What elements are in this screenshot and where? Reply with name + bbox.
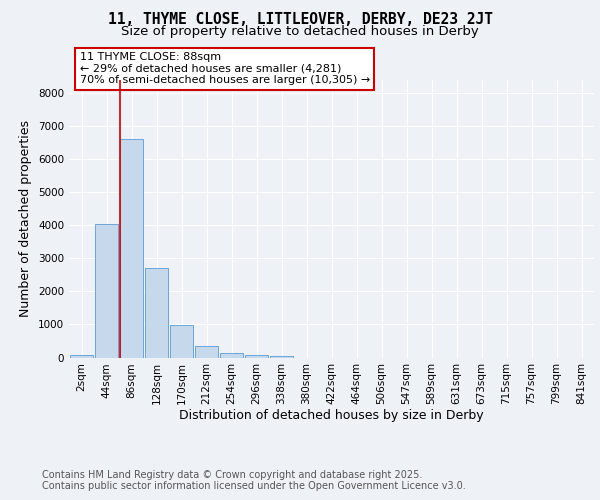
Bar [195,346,218,358]
Bar [170,326,193,358]
Bar [70,355,93,358]
Bar [95,224,118,358]
Text: Contains HM Land Registry data © Crown copyright and database right 2025.: Contains HM Land Registry data © Crown c… [42,470,422,480]
Y-axis label: Number of detached properties: Number of detached properties [19,120,32,318]
Bar [245,355,268,358]
Text: 11 THYME CLOSE: 88sqm
← 29% of detached houses are smaller (4,281)
70% of semi-d: 11 THYME CLOSE: 88sqm ← 29% of detached … [79,52,370,86]
X-axis label: Distribution of detached houses by size in Derby: Distribution of detached houses by size … [179,408,484,422]
Bar [120,140,143,358]
Text: Contains public sector information licensed under the Open Government Licence v3: Contains public sector information licen… [42,481,466,491]
Bar [145,268,168,358]
Bar [270,356,293,358]
Text: Size of property relative to detached houses in Derby: Size of property relative to detached ho… [121,25,479,38]
Bar [220,353,243,358]
Text: 11, THYME CLOSE, LITTLEOVER, DERBY, DE23 2JT: 11, THYME CLOSE, LITTLEOVER, DERBY, DE23… [107,12,493,28]
